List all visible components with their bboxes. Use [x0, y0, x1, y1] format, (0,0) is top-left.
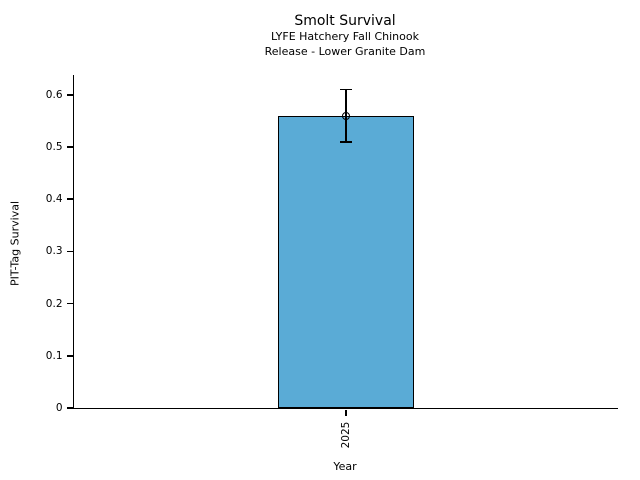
y-axis-label: PIT-Tag Survival — [8, 201, 22, 287]
plot-area: 0 0.1 0.2 0.3 0.4 0.5 0.6 2025 — [46, 75, 618, 448]
y-tick-label: 0.3 — [45, 245, 63, 258]
y-tick-label: 0.4 — [45, 193, 63, 206]
y-tick-label: 0 — [55, 402, 63, 414]
x-axis-label: Year — [333, 460, 357, 473]
error-bar-cap-top — [340, 88, 352, 91]
y-tick-mark — [66, 198, 73, 200]
y-tick-mark — [66, 355, 73, 357]
chart-subtitle-line-1: LYFE Hatchery Fall Chinook — [271, 30, 419, 43]
y-tick-mark — [66, 94, 73, 96]
x-tick-label: 2025 — [340, 421, 352, 449]
data-point-marker-icon — [342, 111, 350, 120]
y-tick-mark — [66, 146, 73, 148]
bar — [278, 115, 414, 408]
error-bar-cap-bottom — [340, 141, 352, 143]
y-tick-label: 0.1 — [45, 349, 63, 362]
x-tick-mark — [345, 409, 347, 416]
y-tick-label: 0.6 — [45, 88, 63, 101]
y-tick-label: 0.2 — [45, 297, 63, 310]
chart-title: Smolt Survival — [294, 13, 396, 29]
y-tick-mark — [66, 250, 73, 253]
y-tick-label: 0.5 — [45, 141, 63, 154]
chart-subtitle-line-2: Release - Lower Granite Dam — [264, 45, 426, 58]
y-tick-mark — [66, 302, 73, 305]
y-tick-mark — [66, 407, 73, 409]
